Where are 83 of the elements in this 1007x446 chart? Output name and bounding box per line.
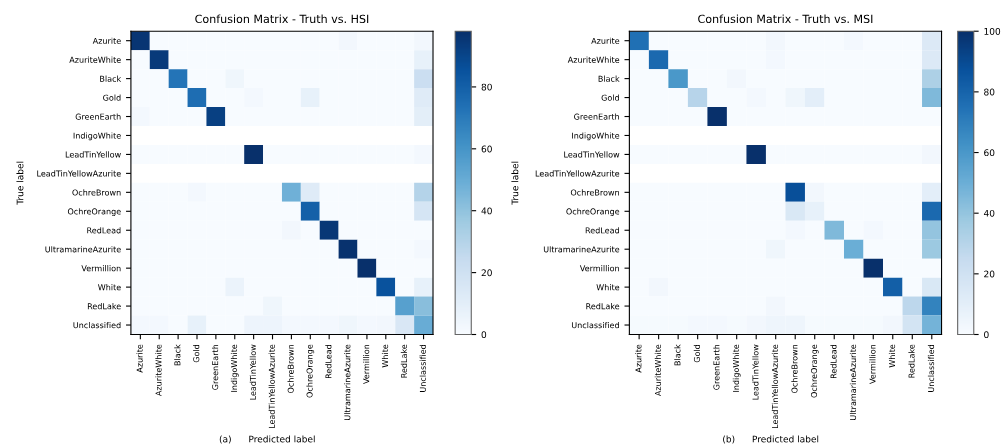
color-bar-label: 20	[984, 270, 995, 278]
y-tick-label: OchreBrown	[570, 189, 619, 196]
y-tick-label: RedLead	[585, 227, 619, 234]
x-tick-label: OchreBrown	[287, 344, 294, 394]
x-tick-label: AzuriteWhite	[155, 344, 162, 397]
y-tick-label: LeadTinYellowAzurite	[535, 170, 620, 177]
x-axis-title: Predicted label	[249, 435, 315, 443]
y-tick-label: Vermillion	[579, 265, 619, 272]
y-tick-label: UltramarineAzurite	[543, 246, 620, 253]
y-axis-title: True label	[16, 161, 24, 205]
x-tick-label: RedLake	[908, 344, 915, 378]
color-bar-label: 0	[481, 331, 487, 339]
x-tick-label: Vermillion	[869, 344, 876, 385]
y-tick-label: OchreOrange	[566, 208, 620, 217]
y-tick-label: LeadTinYellowAzurite	[37, 170, 121, 177]
y-tick-label: RedLake	[87, 303, 121, 310]
color-bar-label: 0	[984, 331, 989, 339]
color-bar-label: 100	[984, 27, 1001, 35]
x-tick-label: UltramarineAzurite	[344, 344, 351, 420]
color-bar-label: 40	[481, 207, 492, 215]
x-tick-label: Gold	[693, 344, 700, 363]
x-tick-label: OchreBrown	[791, 344, 798, 394]
y-tick-label: GreenEarth	[574, 113, 619, 120]
color-bar-label: 40	[983, 209, 995, 217]
x-tick-label: Gold	[193, 344, 200, 363]
x-tick-label: IndigoWhite	[732, 344, 741, 392]
x-tick-label: Unclassified	[927, 344, 935, 392]
y-tick-label: White	[98, 284, 121, 291]
y-tick-label: RedLake	[586, 303, 620, 310]
chart-title: Confusion Matrix - Truth vs. HSI	[195, 14, 369, 24]
y-tick-label: Gold	[103, 94, 121, 101]
color-bar-label: 60	[481, 145, 492, 153]
y-tick-label: OchreOrange	[67, 208, 121, 217]
x-tick-label: OchreOrange	[306, 344, 315, 398]
color-bar-label: 80	[984, 88, 995, 96]
color-bar-label: 80	[481, 83, 492, 91]
chart-title: Confusion Matrix - Truth vs. MSI	[698, 14, 873, 24]
y-tick-label: GreenEarth	[75, 113, 121, 120]
x-tick-label: White	[381, 344, 389, 368]
x-tick-label: LeadTinYellow	[752, 344, 759, 400]
text: (b)	[723, 435, 735, 444]
x-tick-label: Azurite	[136, 344, 143, 373]
color-bar-label: 60	[984, 149, 995, 157]
y-tick-label: IndigoWhite	[73, 132, 121, 141]
x-tick-label: LeadTinYellowAzurite	[771, 344, 779, 429]
y-axis-title: True label	[511, 161, 519, 205]
y-tick-label: Gold	[601, 94, 619, 101]
text: (a)	[219, 435, 231, 444]
x-tick-label: RedLead	[325, 344, 332, 379]
x-tick-label: LeadTinYellowAzurite	[268, 344, 275, 429]
x-tick-label: OchreOrange	[810, 344, 819, 398]
x-tick-label: RedLake	[400, 344, 408, 378]
y-tick-label: Azurite	[591, 37, 620, 44]
x-tick-label: Black	[174, 344, 181, 366]
x-axis-title: Predicted label	[752, 435, 819, 443]
y-tick-label: UltramarineAzurite	[45, 246, 121, 253]
y-tick-label: AzuriteWhite	[69, 56, 121, 63]
x-tick-label: UltramarineAzurite	[849, 344, 857, 420]
x-tick-label: Unclassified	[419, 344, 426, 392]
y-tick-label: Unclassified	[73, 321, 121, 329]
y-tick-label: Azurite	[92, 37, 121, 44]
x-tick-label: IndigoWhite	[230, 344, 239, 392]
x-tick-label: Black	[674, 344, 681, 366]
y-tick-label: RedLead	[87, 227, 121, 234]
x-tick-label: LeadTinYellow	[249, 344, 256, 400]
x-tick-label: GreenEarth	[713, 344, 720, 390]
x-tick-label: GreenEarth	[211, 344, 219, 390]
y-tick-label: Black	[100, 75, 122, 82]
x-tick-label: White	[888, 344, 896, 368]
y-tick-label: Black	[598, 75, 620, 82]
color-bar-label: 20	[481, 269, 492, 277]
y-tick-label: OchreBrown	[72, 189, 121, 196]
x-tick-label: Vermillion	[363, 344, 370, 385]
y-tick-label: Unclassified	[571, 321, 619, 329]
x-tick-label: AzuriteWhite	[654, 344, 661, 397]
y-tick-label: Vermillion	[81, 265, 121, 272]
y-tick-label: IndigoWhite	[572, 132, 620, 141]
y-tick-label: AzuriteWhite	[567, 56, 620, 63]
y-tick-label: LeadTinYellow	[564, 151, 620, 158]
y-tick-label: White	[596, 284, 620, 291]
x-tick-label: RedLead	[830, 344, 837, 379]
y-tick-label: LeadTinYellow	[65, 151, 121, 158]
x-tick-label: Azurite	[635, 344, 642, 373]
